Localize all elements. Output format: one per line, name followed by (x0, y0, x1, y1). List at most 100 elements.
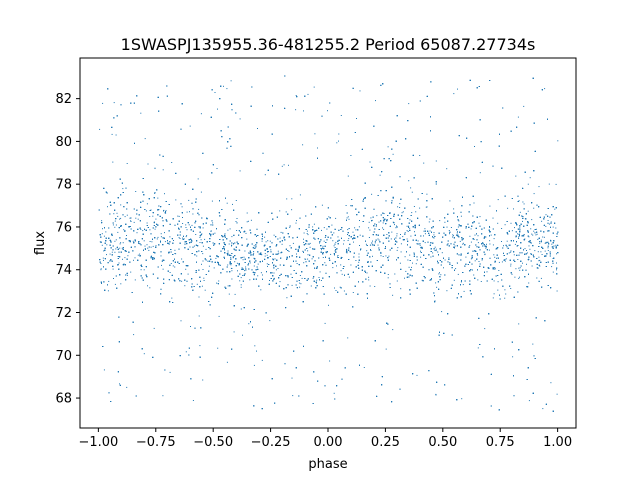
data-point (477, 254, 479, 256)
data-point (539, 265, 541, 267)
data-point (366, 250, 368, 252)
data-point (319, 271, 321, 273)
data-point (114, 251, 116, 253)
data-point (530, 253, 532, 255)
data-point (519, 276, 520, 278)
data-point (296, 220, 297, 222)
data-point (501, 241, 502, 242)
data-point (355, 260, 357, 261)
data-point (411, 212, 413, 214)
data-point (137, 254, 139, 256)
data-point (134, 257, 136, 259)
data-point (122, 242, 124, 244)
data-point (334, 287, 335, 289)
data-point (115, 239, 117, 241)
data-point (363, 367, 365, 368)
data-point (347, 234, 348, 235)
data-point (202, 227, 204, 229)
data-point (184, 285, 186, 287)
data-point (143, 269, 145, 271)
data-point (218, 280, 220, 282)
data-point (397, 206, 399, 208)
data-point (326, 228, 328, 230)
data-point (231, 263, 232, 265)
data-point (273, 277, 275, 279)
data-point (408, 266, 410, 268)
data-point (126, 214, 128, 216)
data-point (170, 263, 172, 264)
data-point (232, 203, 233, 205)
data-point (518, 323, 520, 325)
data-point (477, 235, 479, 237)
data-point (186, 211, 188, 213)
data-point (164, 193, 165, 195)
data-point (175, 253, 177, 255)
data-point (303, 232, 305, 234)
data-point (255, 245, 257, 247)
data-point (191, 224, 193, 226)
data-point (134, 239, 136, 241)
data-point (241, 256, 243, 258)
data-point (106, 254, 107, 256)
data-point (522, 220, 523, 222)
data-point (415, 263, 417, 265)
data-point (192, 400, 194, 401)
data-point (302, 250, 304, 252)
data-point (114, 220, 116, 222)
data-point (544, 88, 546, 90)
data-point (508, 244, 510, 246)
data-point (286, 297, 288, 299)
data-point (333, 245, 335, 247)
data-point (508, 252, 510, 254)
data-point (404, 277, 405, 279)
data-point (312, 277, 314, 279)
data-point (123, 263, 125, 265)
data-point (307, 93, 309, 95)
data-point (519, 211, 521, 213)
data-point (220, 264, 221, 266)
data-point (106, 244, 108, 246)
data-point (456, 262, 458, 264)
data-point (376, 215, 378, 217)
data-point (463, 290, 465, 292)
data-point (462, 242, 464, 244)
data-point (533, 230, 535, 232)
data-point (412, 262, 413, 264)
data-point (492, 244, 494, 246)
data-point (307, 258, 309, 260)
data-point (133, 259, 134, 261)
data-point (100, 268, 102, 270)
data-point (402, 236, 404, 238)
data-point (195, 234, 197, 235)
data-point (295, 109, 297, 111)
data-point (450, 227, 452, 228)
data-point (493, 254, 495, 256)
data-point (370, 244, 372, 246)
data-point (524, 238, 526, 240)
data-point (345, 205, 347, 206)
data-point (313, 86, 315, 88)
data-point (188, 224, 190, 226)
data-point (245, 232, 247, 234)
data-point (331, 224, 333, 226)
data-point (245, 266, 247, 268)
data-point (396, 225, 397, 227)
data-point (132, 240, 134, 242)
data-point (124, 257, 126, 259)
data-point (242, 334, 243, 336)
data-point (182, 237, 183, 239)
data-point (309, 246, 311, 248)
data-point (513, 208, 514, 210)
data-point (523, 234, 525, 235)
data-point (303, 238, 304, 240)
data-point (120, 217, 122, 219)
data-point (352, 292, 354, 293)
data-point (257, 263, 259, 265)
data-point (395, 227, 397, 229)
data-point (497, 199, 499, 201)
data-point (406, 225, 408, 227)
data-point (552, 226, 554, 228)
data-point (354, 227, 356, 229)
data-point (187, 273, 189, 275)
